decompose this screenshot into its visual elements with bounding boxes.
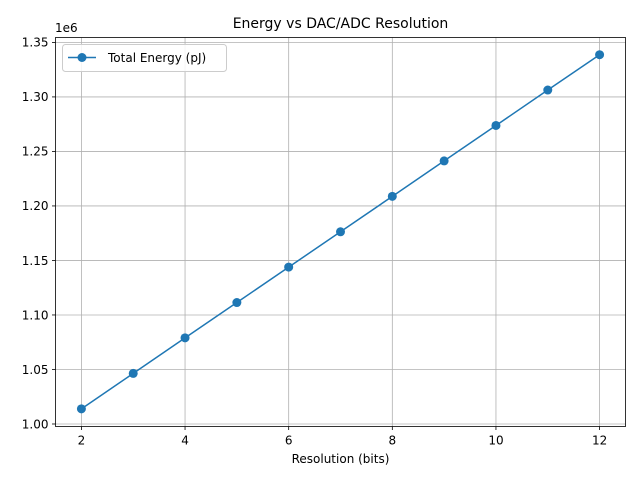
data-point [387, 191, 397, 201]
y-tick-label: 1.30 [22, 90, 49, 104]
data-point [180, 333, 190, 343]
data-point [439, 156, 449, 166]
x-tick-label: 4 [181, 434, 189, 448]
legend-label-total-energy: Total Energy (pJ) [107, 51, 206, 65]
series-layer [76, 50, 605, 414]
legend: Total Energy (pJ) [62, 44, 227, 72]
data-point [232, 298, 242, 308]
x-tick-label: 2 [78, 434, 86, 448]
x-tick-label: 8 [388, 434, 396, 448]
legend-point-marker [77, 53, 87, 62]
data-point [595, 50, 605, 60]
y-tick-label: 1.20 [22, 199, 49, 213]
legend-box [62, 44, 227, 72]
data-point [284, 262, 294, 272]
y-tick-label: 1.05 [22, 363, 49, 377]
chart-title: Energy vs DAC/ADC Resolution [233, 16, 449, 32]
y-offset-label: 1e6 [55, 21, 78, 35]
grid [55, 37, 626, 427]
data-point [543, 85, 553, 95]
y-tick-label: 1.10 [22, 308, 49, 322]
x-tick-label: 6 [285, 434, 293, 448]
plot-frame [55, 37, 626, 427]
data-point [76, 404, 86, 414]
y-tick-label: 1.00 [22, 417, 49, 431]
data-point [128, 368, 138, 378]
data-point [336, 227, 345, 237]
x-tick-label: 10 [488, 434, 503, 448]
x-tick-label: 12 [592, 434, 607, 448]
x-axis-title: Resolution (bits) [292, 452, 390, 466]
axis-ticks: 2 4 6 8 10 12 1.00 1.05 1.10 1.15 1.20 1.25 1.30 1.35 [22, 36, 607, 448]
y-tick-label: 1.15 [22, 254, 49, 268]
data-point [491, 120, 501, 130]
y-tick-label: 1.35 [22, 36, 49, 50]
y-tick-label: 1.25 [22, 145, 49, 159]
